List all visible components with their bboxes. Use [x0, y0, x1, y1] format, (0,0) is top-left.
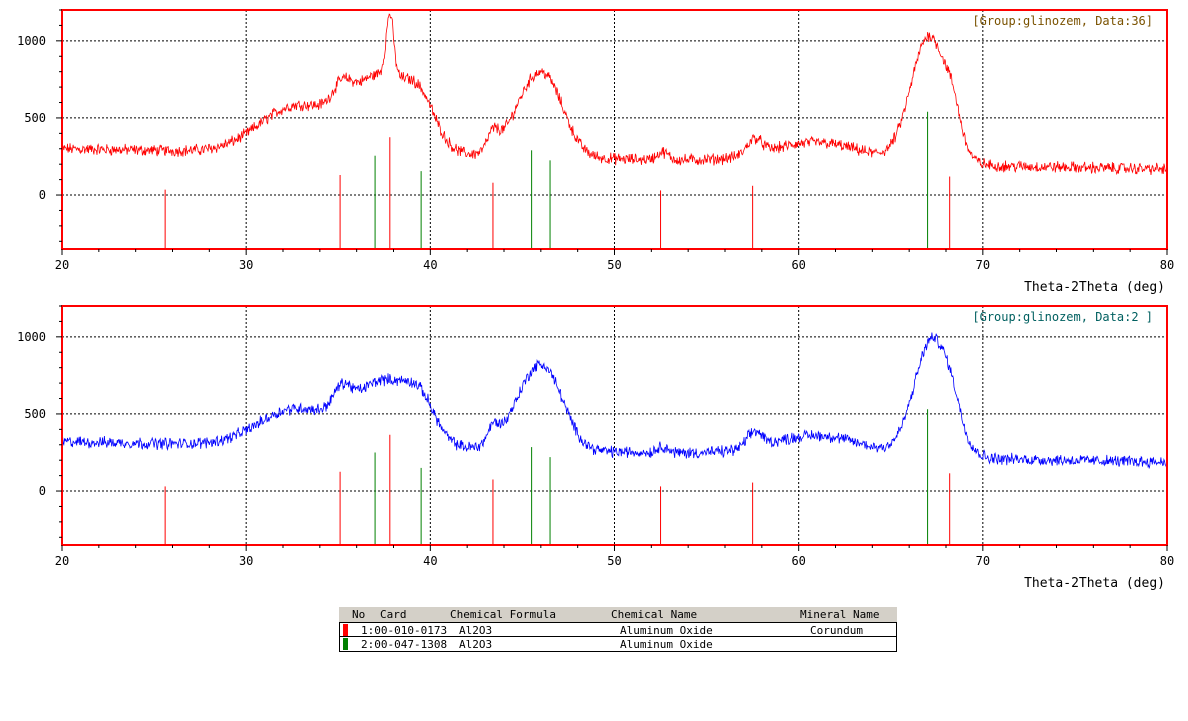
- x-tick-label: 40: [423, 258, 437, 272]
- x-tick-label: 80: [1160, 258, 1174, 272]
- card-row-1[interactable]: 1:00-010-0173 Al2O3 Aluminum Oxide Corun…: [339, 622, 897, 637]
- card-formula: Al2O3: [459, 638, 493, 651]
- y-tick-label: 500: [24, 111, 46, 125]
- plot-frame: [61, 9, 1168, 250]
- x-tick-label: 50: [607, 554, 621, 568]
- y-tick-label: 0: [39, 484, 46, 498]
- header-mineral-name: Mineral Name: [800, 608, 880, 621]
- x-tick-label: 80: [1160, 554, 1174, 568]
- card-formula: Al2O3: [459, 624, 493, 637]
- y-tick-label: 0: [39, 188, 46, 202]
- data-trace: [61, 13, 1168, 176]
- x-axis-title: Theta-2Theta (deg): [1024, 280, 1165, 295]
- chart-panel-2: 0 500 1000 20 30 40 50 60 70 80 Theta-2Theta (deg)…: [17, 305, 1174, 591]
- card-chemical-name: Aluminum Oxide: [620, 624, 713, 637]
- group-data-label: [Group:glinozem, Data:36]: [972, 14, 1153, 28]
- card-number: 2:00-047-1308: [361, 638, 448, 651]
- header-card: Card: [380, 608, 407, 621]
- x-tick-label: 50: [607, 258, 621, 272]
- card-color-swatch-green: [343, 638, 348, 650]
- card-row-2[interactable]: 2:00-047-1308 Al2O3 Aluminum Oxide: [339, 637, 897, 652]
- x-tick-label: 30: [239, 258, 253, 272]
- header-no: No: [352, 608, 366, 621]
- plot-frame: [61, 305, 1168, 546]
- group-data-label: [Group:glinozem, Data:2 ]: [972, 310, 1153, 324]
- x-tick-label: 70: [976, 258, 990, 272]
- chart-panel-1: 0 500 1000 20 30 40 50 60 70 80 Theta-2Theta (deg)…: [17, 9, 1174, 295]
- card-table: No Card Chemical Formula Chemical Name M…: [339, 607, 897, 652]
- card-chemical-name: Aluminum Oxide: [620, 638, 713, 651]
- x-tick-label: 40: [423, 554, 437, 568]
- x-tick-label: 30: [239, 554, 253, 568]
- x-tick-label: 60: [791, 258, 805, 272]
- header-chemical-name: Chemical Name: [611, 608, 698, 621]
- card-number: 1:00-010-0173: [361, 624, 448, 637]
- card-table-header: No Card Chemical Formula Chemical Name M…: [339, 607, 897, 622]
- x-axis-title: Theta-2Theta (deg): [1024, 576, 1165, 591]
- x-tick-label: 20: [55, 258, 69, 272]
- header-formula: Chemical Formula: [450, 608, 556, 621]
- card-mineral-name: Corundum: [810, 624, 863, 637]
- data-trace: [61, 332, 1168, 469]
- card-color-swatch-red: [343, 624, 348, 636]
- y-tick-label: 500: [24, 407, 46, 421]
- y-tick-label: 1000: [17, 330, 46, 344]
- x-tick-label: 70: [976, 554, 990, 568]
- y-tick-label: 1000: [17, 34, 46, 48]
- x-tick-label: 20: [55, 554, 69, 568]
- x-tick-label: 60: [791, 554, 805, 568]
